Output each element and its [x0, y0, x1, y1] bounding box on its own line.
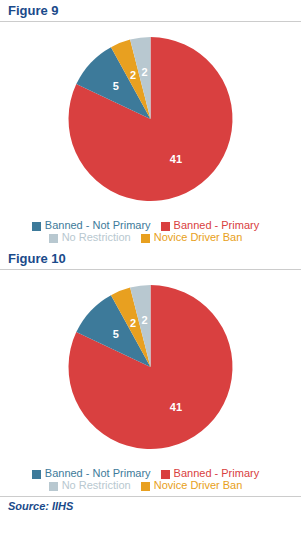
svg-text:5: 5 — [113, 80, 119, 92]
html-text:No Restriction: No Restriction — [61, 479, 131, 491]
svg-text:5: 5 — [113, 328, 119, 340]
html-text:Banned - Not Primary: Banned - Not Primary — [44, 219, 151, 231]
html-text:Novice Driver Ban: Novice Driver Ban — [153, 479, 243, 491]
svg-text:2: 2 — [130, 317, 136, 329]
svg-text:2: 2 — [141, 66, 147, 78]
html-text:Novice Driver Ban: Novice Driver Ban — [153, 231, 243, 243]
svg-text:41: 41 — [170, 153, 182, 165]
html-text:Banned - Primary: Banned - Primary — [173, 219, 260, 231]
svg-text:2: 2 — [141, 314, 147, 326]
html-text:Source: IIHS: Source: IIHS — [8, 500, 74, 512]
html-text:Banned - Primary: Banned - Primary — [173, 467, 260, 479]
html-text:No Restriction: No Restriction — [61, 231, 131, 243]
html-text:Banned - Not Primary: Banned - Not Primary — [44, 467, 151, 479]
svg-text:41: 41 — [170, 401, 182, 413]
html-text:Figure 9: Figure 9 — [8, 3, 59, 18]
svg-text:2: 2 — [130, 69, 136, 81]
html-text:Figure 10: Figure 10 — [8, 251, 66, 266]
